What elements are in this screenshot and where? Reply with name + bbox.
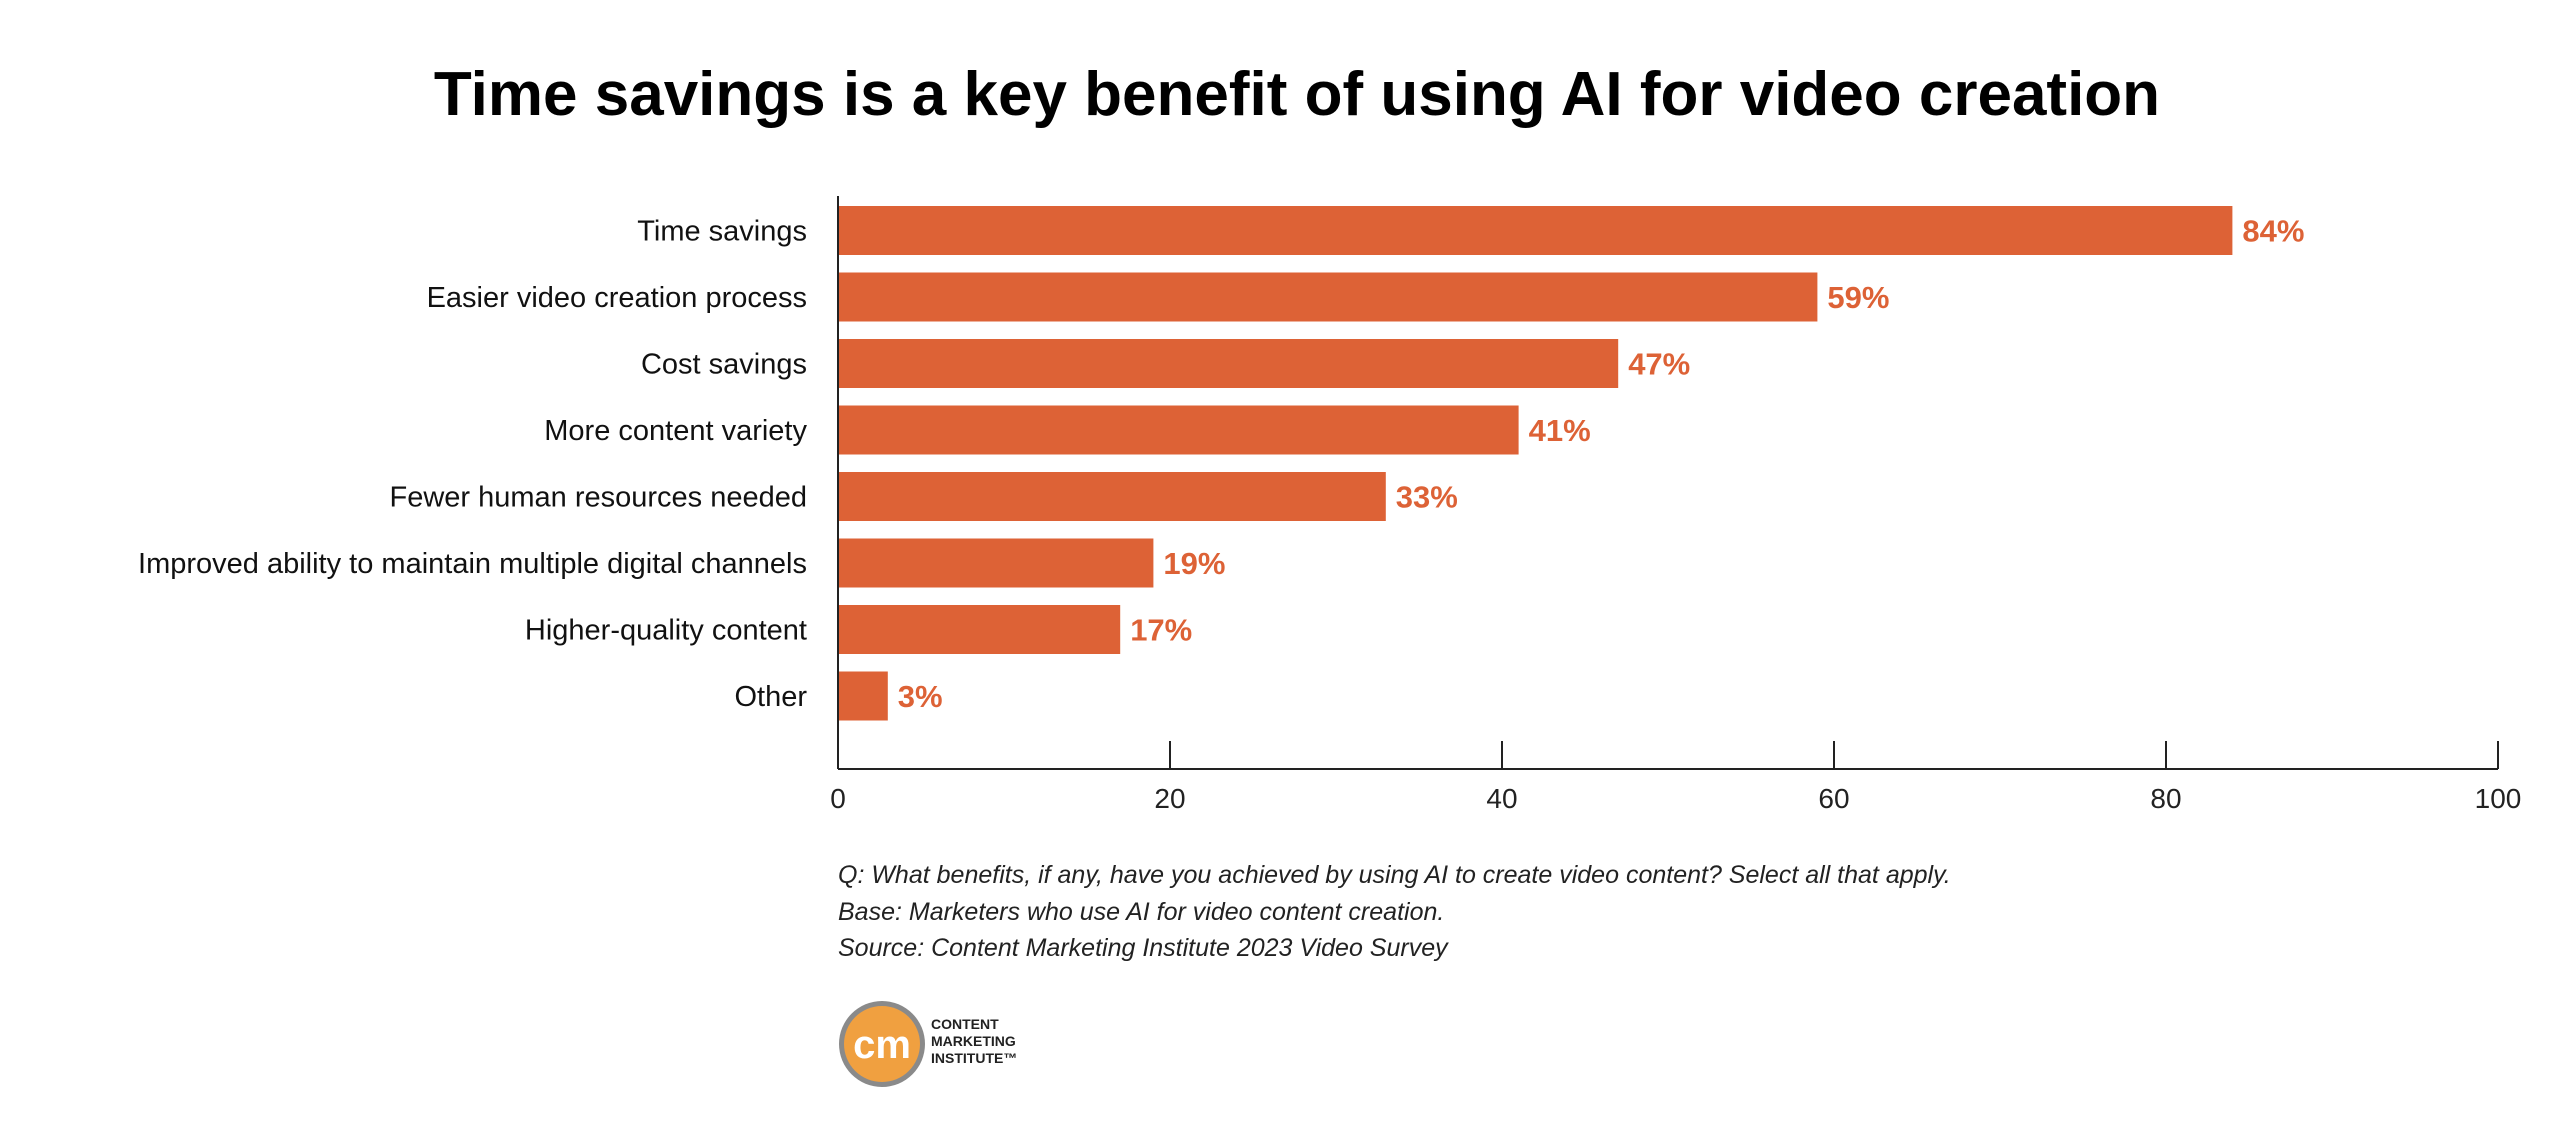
category-label: Cost savings — [641, 349, 807, 381]
x-tick-label: 0 — [830, 783, 846, 814]
x-tick-label: 80 — [2150, 783, 2181, 814]
x-tick-label: 100 — [2475, 783, 2522, 814]
bar — [838, 472, 1386, 521]
bar — [838, 605, 1121, 654]
data-label: 41% — [1529, 413, 1591, 448]
data-label: 84% — [2242, 214, 2304, 249]
category-label: More content variety — [544, 415, 807, 447]
data-label: 3% — [898, 679, 943, 714]
category-label: Other — [734, 681, 807, 713]
logo-mark: cm — [853, 1023, 911, 1067]
bar — [838, 671, 888, 721]
cmi-logo: cm CONTENT MARKETING INSTITUTE™ — [839, 1001, 1017, 1087]
data-label: 47% — [1628, 347, 1690, 382]
data-label: 59% — [1827, 280, 1889, 315]
logo-line-3: INSTITUTE™ — [931, 1050, 1017, 1066]
category-label: Time savings — [637, 216, 807, 248]
category-label: Fewer human resources needed — [389, 482, 807, 514]
logo-line-2: MARKETING — [931, 1033, 1016, 1049]
data-label: 33% — [1396, 480, 1458, 515]
x-tick-label: 20 — [1154, 783, 1185, 814]
footnote-source: Source: Content Marketing Institute 2023… — [838, 934, 1449, 962]
logo-line-1: CONTENT — [931, 1016, 999, 1032]
bar — [838, 339, 1619, 388]
footnote-question: Q: What benefits, if any, have you achie… — [838, 861, 1951, 889]
x-tick-label: 60 — [1818, 783, 1849, 814]
footnote-base: Base: Marketers who use AI for video con… — [838, 898, 1444, 926]
x-axis: 0 20 40 60 80 100 — [830, 196, 2521, 814]
category-label: Improved ability to maintain multiple di… — [138, 548, 807, 580]
bar — [838, 405, 1519, 455]
category-label: Easier video creation process — [427, 282, 807, 314]
category-label: Higher-quality content — [525, 615, 807, 647]
bar — [838, 272, 1818, 322]
bars-group: Time savings 84% Easier video creation pro… — [138, 206, 2304, 721]
data-label: 17% — [1130, 613, 1192, 648]
chart-title: Time savings is a key benefit of using A… — [434, 60, 2160, 129]
data-label: 19% — [1163, 546, 1225, 581]
bar — [838, 538, 1154, 588]
x-tick-label: 40 — [1486, 783, 1517, 814]
bar — [838, 206, 2233, 255]
footnotes: Q: What benefits, if any, have you achie… — [838, 861, 1951, 962]
